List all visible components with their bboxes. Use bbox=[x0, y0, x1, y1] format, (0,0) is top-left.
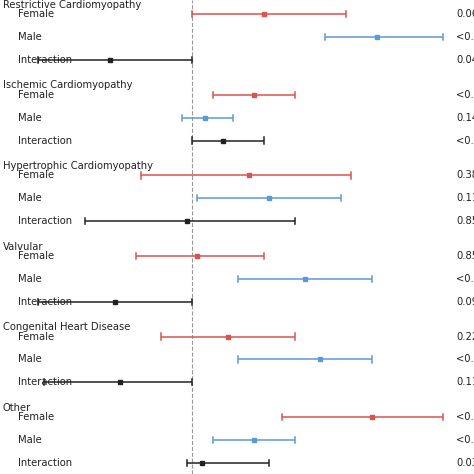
Text: <0.01: <0.01 bbox=[456, 90, 474, 100]
Text: Interaction: Interaction bbox=[18, 297, 72, 307]
Text: 0.11: 0.11 bbox=[456, 193, 474, 203]
Text: 0.38: 0.38 bbox=[456, 171, 474, 181]
Text: 0.0481: 0.0481 bbox=[456, 55, 474, 65]
Text: Congenital Heart Disease: Congenital Heart Disease bbox=[2, 322, 130, 332]
Text: Female: Female bbox=[18, 412, 54, 422]
Text: Hypertrophic Cardiomyopathy: Hypertrophic Cardiomyopathy bbox=[2, 161, 153, 171]
Text: <0.01: <0.01 bbox=[456, 274, 474, 284]
Text: Male: Male bbox=[18, 113, 42, 123]
Text: Female: Female bbox=[18, 171, 54, 181]
Text: Male: Male bbox=[18, 435, 42, 445]
Text: Male: Male bbox=[18, 32, 42, 42]
Text: Interaction: Interaction bbox=[18, 55, 72, 65]
Text: Female: Female bbox=[18, 251, 54, 261]
Text: Male: Male bbox=[18, 274, 42, 284]
Text: <0.0001: <0.0001 bbox=[456, 32, 474, 42]
Text: <0.0001: <0.0001 bbox=[456, 412, 474, 422]
Text: 0.06: 0.06 bbox=[456, 9, 474, 19]
Text: 0.11: 0.11 bbox=[456, 377, 474, 387]
Text: Male: Male bbox=[18, 355, 42, 365]
Text: <0.0001: <0.0001 bbox=[456, 435, 474, 445]
Text: Female: Female bbox=[18, 9, 54, 19]
Text: Female: Female bbox=[18, 90, 54, 100]
Text: Other: Other bbox=[2, 403, 31, 413]
Text: 0.22: 0.22 bbox=[456, 332, 474, 342]
Text: 0.85: 0.85 bbox=[456, 251, 474, 261]
Text: Interaction: Interaction bbox=[18, 377, 72, 387]
Text: Ischemic Cardiomyopathy: Ischemic Cardiomyopathy bbox=[2, 81, 132, 91]
Text: 0.85: 0.85 bbox=[456, 216, 474, 226]
Text: 0.14: 0.14 bbox=[456, 113, 474, 123]
Text: 0.03: 0.03 bbox=[456, 458, 474, 468]
Text: Valvular: Valvular bbox=[2, 242, 43, 252]
Text: <0.01: <0.01 bbox=[456, 136, 474, 146]
Text: Male: Male bbox=[18, 193, 42, 203]
Text: Interaction: Interaction bbox=[18, 458, 72, 468]
Text: <0.0001: <0.0001 bbox=[456, 355, 474, 365]
Text: Female: Female bbox=[18, 332, 54, 342]
Text: Interaction: Interaction bbox=[18, 136, 72, 146]
Text: Restrictive Cardiomyopathy: Restrictive Cardiomyopathy bbox=[2, 0, 141, 10]
Text: Interaction: Interaction bbox=[18, 216, 72, 226]
Text: 0.09: 0.09 bbox=[456, 297, 474, 307]
